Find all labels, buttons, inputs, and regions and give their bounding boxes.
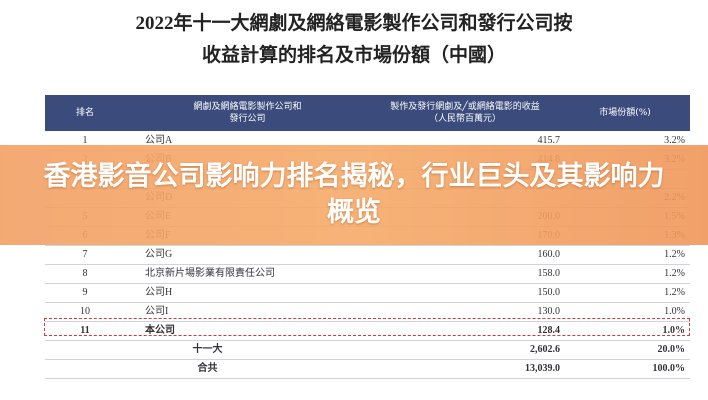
table-cell: 9 (82, 287, 88, 298)
title: 收益計算的排名及市場份額（中國） (201, 45, 506, 66)
table-row: 8 北京新片場影業有限責任公司 158.0 1.2% (45, 264, 690, 284)
table-cell: 公司G (145, 249, 173, 260)
column-header: 市場份額(%) (599, 108, 651, 118)
highlight-box (44, 318, 690, 336)
table-cell: 1.0% (664, 306, 685, 317)
total-row: 十一大 2,602.6 20.0% (45, 340, 690, 360)
column-header: 排名 (75, 108, 94, 118)
table-cell: 160.0 (537, 249, 561, 260)
table-row: 10 公司I 130.0 1.0% (45, 302, 690, 322)
table-cell: 公司A (145, 135, 173, 146)
table-row: 11 本公司 128.4 1.0% (45, 321, 690, 341)
table-cell: 2,602.6 (530, 344, 560, 355)
table-header: 排名 網劇及網絡電影製作公司和 發行公司 製作及發行網劇及╱或網絡電影的收益 （人民… (45, 95, 690, 131)
table-cell: 20.0% (657, 344, 686, 355)
column-header: 製作及發行網劇及╱或網絡電影的收益 （人民幣百萬元） (390, 102, 540, 124)
table-cell: 13,039.0 (525, 363, 560, 374)
title: 2022年十一大網劇及網絡電影製作公司和發行公司按 (135, 13, 573, 34)
table-cell: 11 (80, 325, 90, 336)
table-cell: 158.0 (537, 268, 561, 279)
table-cell: 1.2% (664, 249, 685, 260)
table-cell: 100.0% (652, 363, 686, 374)
table-cell: 1.2% (664, 287, 685, 298)
table-cell: 7 (82, 249, 88, 260)
table-cell: 10 (80, 306, 90, 317)
table-cell: 1.0% (662, 325, 686, 336)
table-cell: 本公司 (145, 325, 175, 336)
table-cell: 北京新片場影業有限責任公司 (145, 268, 275, 279)
table-row: 7 公司G 160.0 1.2% (45, 245, 690, 265)
table-cell: 公司I (145, 306, 169, 317)
table-row: 9 公司H 150.0 1.2% (45, 283, 690, 303)
table-cell: 3.2% (664, 135, 685, 146)
table-cell: 415.7 (537, 135, 561, 146)
table-cell: 130.0 (537, 306, 561, 317)
total-row: 合共 13,039.0 100.0% (45, 359, 690, 379)
table-cell: 合共 (197, 363, 218, 374)
table-cell: 150.0 (537, 287, 561, 298)
banner: 香港影音公司影响力排名揭秘，行业巨头及其影响力概览 (0, 145, 708, 245)
table-cell: 公司H (145, 287, 173, 298)
banner-text: 香港影音公司影响力排名揭秘，行业巨头及其影响力概览 (43, 161, 665, 228)
column-header: 網劇及網絡電影製作公司和 發行公司 (193, 102, 302, 124)
table-cell: 1 (82, 135, 88, 146)
table-cell: 1.2% (664, 268, 685, 279)
table-cell: 8 (82, 268, 88, 279)
table-cell: 十一大 (192, 344, 223, 355)
table-cell: 128.4 (537, 325, 561, 336)
